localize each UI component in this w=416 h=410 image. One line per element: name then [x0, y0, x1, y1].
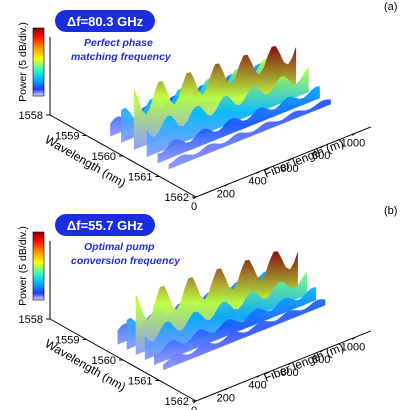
x-axis [195, 330, 372, 402]
colorbar-label: Power (5 dB/div.) [17, 22, 29, 102]
y-tick-label: 1559 [55, 335, 79, 347]
x-tick-label: 800 [312, 150, 330, 162]
colorbar: Power (5 dB/div.) [17, 22, 45, 102]
panel-label: (a) [384, 1, 397, 13]
colorbar: Power (5 dB/div.) [17, 226, 45, 306]
badge-text: Δf=80.3 GHz [67, 14, 144, 29]
x-tick-mark [319, 349, 324, 353]
ridge-1560.25 [144, 272, 307, 360]
x-tick-label: 400 [248, 380, 266, 392]
ridge-1560.3 [146, 66, 309, 158]
surface [117, 251, 326, 371]
annotation-line: Perfect phase [84, 37, 153, 49]
annotation: Optimal pump conversion frequency [71, 241, 181, 267]
panel-1: 0 200 400 600 800 1000 1558 1559 1560 1561 1562 Fib… [17, 1, 397, 213]
badge-background [55, 10, 155, 32]
panel-2: 0 200 400 600 800 1000 1558 1559 1560 1561 1562 Fib… [17, 205, 397, 410]
x-tick-mark [351, 336, 356, 340]
badge-text: Δf=55.7 GHz [67, 218, 144, 233]
x-axis [195, 126, 372, 198]
y-tick-label: 1562 [165, 396, 189, 408]
delta-f-badge: Δf=80.3 GHz [55, 10, 155, 32]
x-tick-label: 1000 [341, 341, 365, 353]
x-tick-mark [351, 132, 356, 136]
x-tick-label: 600 [280, 367, 298, 379]
ridge-1560.75 [163, 299, 326, 371]
delta-f-badge: Δf=55.7 GHz [55, 214, 155, 236]
x-tick-mark [224, 387, 229, 391]
x-tick-label: 0 [191, 201, 197, 213]
x-tick-mark [319, 145, 324, 149]
annotation: Perfect phase matching frequency [71, 37, 172, 63]
surface [110, 46, 331, 170]
y-tick-label: 1561 [128, 172, 152, 184]
x-tick-label: 400 [248, 176, 266, 188]
x-axis-label: Fiber length (m) [262, 340, 346, 385]
y-tick-label: 1562 [165, 192, 189, 204]
y-tick-label: 1559 [55, 131, 79, 143]
x-tick-label: 600 [280, 163, 298, 175]
y-tick-label: 1561 [128, 376, 152, 388]
colorbar-label: Power (5 dB/div.) [17, 226, 29, 306]
x-tick-label: 200 [217, 392, 235, 404]
y-tick-label: 1560 [92, 151, 116, 163]
y-tick-label: 1558 [19, 110, 43, 122]
annotation-line: Optimal pump [84, 241, 155, 253]
x-axis-label: Fiber length (m) [262, 136, 346, 181]
x-tick-mark [288, 158, 292, 162]
panels: 0 200 400 600 800 1000 1558 1559 1560 1561 1562 Fib… [17, 1, 397, 410]
annotation-line: conversion frequency [71, 255, 181, 267]
y-tick-label: 1558 [19, 314, 43, 326]
annotation-line: matching frequency [71, 51, 172, 63]
x-tick-mark [288, 362, 292, 366]
x-tick-mark [256, 375, 260, 378]
colorbar-gradient [32, 27, 45, 97]
x-tick-mark [224, 183, 229, 187]
panel-label: (b) [384, 205, 397, 217]
x-tick-label: 0 [191, 405, 197, 410]
ridge-1560.6 [157, 86, 320, 164]
x-tick-label: 200 [217, 188, 235, 200]
y-tick-label: 1560 [92, 355, 116, 367]
x-tick-label: 800 [312, 354, 330, 366]
x-tick-mark [256, 171, 260, 174]
ridge-1560.9 [168, 99, 331, 170]
badge-background [55, 214, 155, 236]
ridge-1560.5 [154, 287, 317, 366]
x-tick-label: 1000 [341, 137, 365, 149]
colorbar-gradient [32, 231, 45, 301]
